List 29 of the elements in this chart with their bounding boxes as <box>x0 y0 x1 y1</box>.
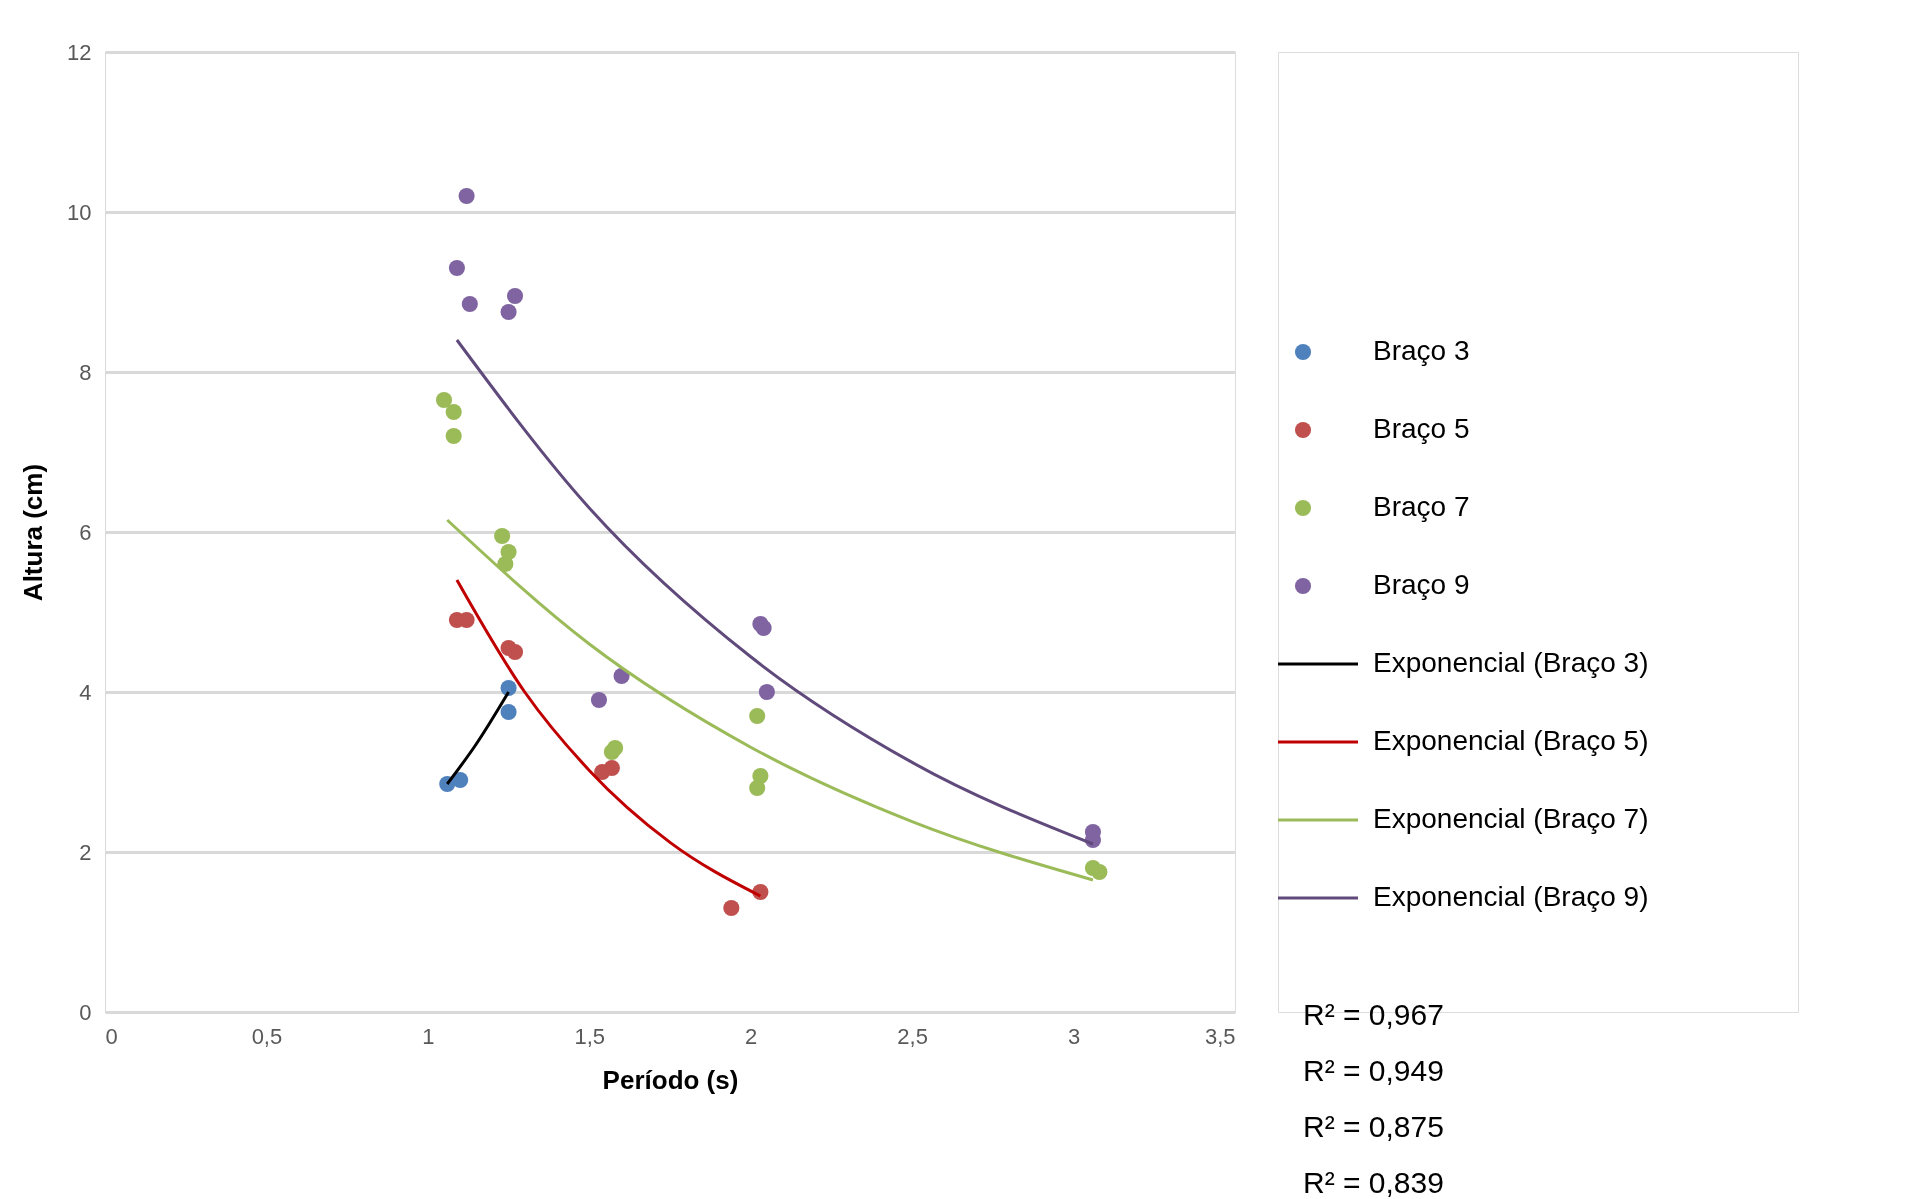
legend-label: Braço 7 <box>1373 491 1470 522</box>
y-tick-label: 4 <box>79 679 92 705</box>
x-tick-label: 2 <box>745 1023 758 1049</box>
legend-label: Exponencial (Braço 7) <box>1373 803 1649 834</box>
x-tick-label: 0 <box>105 1023 118 1049</box>
text: R² = 0,949 <box>1303 1054 1444 1087</box>
x-tick-label: 3 <box>1067 1023 1081 1049</box>
x-tick-label: 0,5 <box>251 1023 283 1049</box>
y-tick-label: 10 <box>67 199 92 225</box>
legend-label: Braço 9 <box>1373 569 1470 600</box>
y-tick-label: 2 <box>79 839 92 865</box>
legend-label: Exponencial (Braço 5) <box>1373 725 1649 756</box>
y-tick-label: 12 <box>67 39 92 65</box>
x-axis-title: Período (s) <box>602 1064 739 1095</box>
x-tick-label: 2,5 <box>897 1023 928 1049</box>
x-tick-label: 1 <box>422 1023 435 1049</box>
y-tick-label: 0 <box>79 999 92 1025</box>
legend-label: Braço 3 <box>1373 335 1470 366</box>
text: R² = 0,967 <box>1303 998 1444 1031</box>
legend-label: Exponencial (Braço 3) <box>1373 647 1649 678</box>
text: R² = 0,875 <box>1303 1110 1444 1143</box>
y-tick-label: 6 <box>79 519 92 545</box>
x-tick-label: 3,5 <box>1204 1023 1236 1049</box>
x-tick-label: 1,5 <box>574 1023 606 1049</box>
legend-label: Braço 5 <box>1373 413 1470 444</box>
y-tick-label: 8 <box>79 359 92 385</box>
y-axis-title: Altura (cm) <box>18 463 49 602</box>
text: R² = 0,839 <box>1303 1166 1444 1199</box>
legend-label: Exponencial (Braço 9) <box>1373 881 1649 912</box>
